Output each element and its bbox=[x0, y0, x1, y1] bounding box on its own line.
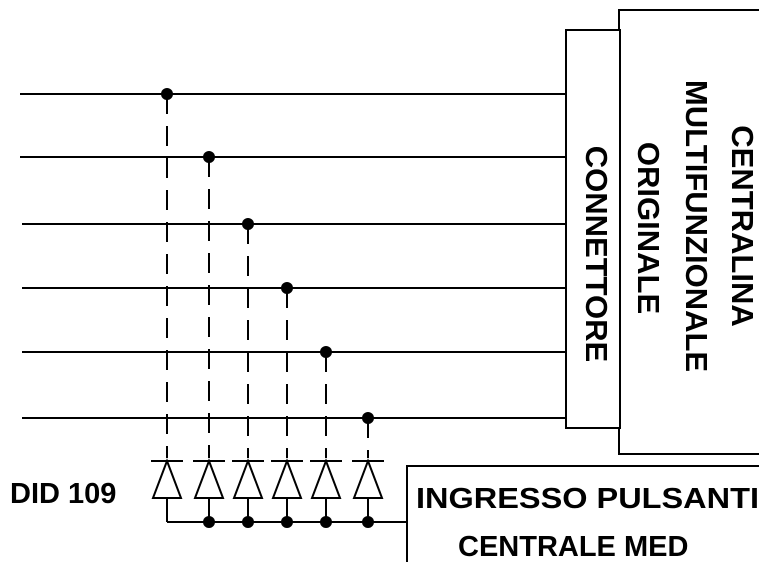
unit-label-line1: CENTRALINA bbox=[725, 125, 759, 327]
unit-label-line2: MULTIFUNZIONALE bbox=[679, 80, 714, 372]
input-label-line1: INGRESSO PULSANTI bbox=[416, 483, 759, 515]
junction-dot bbox=[242, 218, 254, 230]
diode-symbol bbox=[271, 458, 303, 499]
junction-dot bbox=[362, 412, 374, 424]
control-unit-box bbox=[618, 9, 759, 455]
diode-symbol bbox=[193, 458, 225, 499]
diode-symbol bbox=[151, 458, 183, 499]
junction-dot bbox=[161, 88, 173, 100]
junction-dot bbox=[203, 151, 215, 163]
connector-box bbox=[565, 29, 621, 429]
unit-label-line3: ORIGINALE bbox=[631, 142, 666, 314]
diode-symbol bbox=[232, 458, 264, 499]
diode-symbol bbox=[352, 458, 384, 499]
junction-dot bbox=[281, 282, 293, 294]
input-box bbox=[406, 465, 759, 562]
diode-symbol bbox=[310, 458, 342, 499]
connector-label: CONNETTORE bbox=[579, 146, 614, 362]
component-label: DID 109 bbox=[10, 478, 116, 510]
input-label-line2: CENTRALE MED bbox=[458, 531, 688, 562]
junction-dot bbox=[320, 346, 332, 358]
